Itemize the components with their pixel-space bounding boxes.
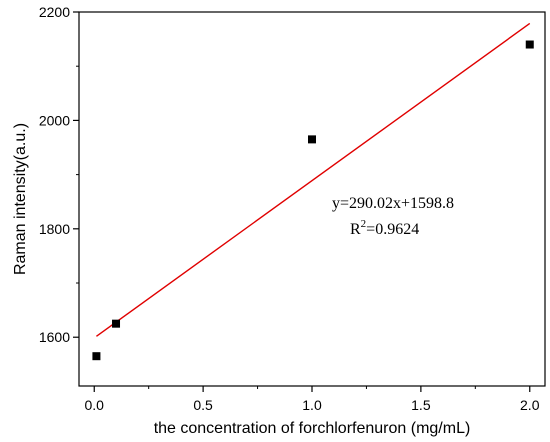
x-axis-title: the concentration of forchlorfenuron (mg… [154, 420, 471, 437]
x-axis-ticks: 0.0 0.5 1.0 1.5 2.0 [85, 386, 540, 413]
data-point [308, 135, 316, 144]
data-points [92, 40, 534, 361]
y-axis-title: Raman intensity(a.u.) [12, 123, 29, 275]
data-point [525, 40, 534, 49]
plot-frame [78, 11, 546, 387]
data-point [112, 319, 121, 328]
x-tick-label: 0.5 [193, 397, 213, 413]
fit-line-layer [96, 22, 531, 337]
x-tick-label: 2.0 [520, 397, 540, 413]
fit-equation: y=290.02x+1598.8 [332, 195, 454, 212]
r-squared-label: R2=0.9624 [350, 218, 419, 238]
x-tick-label: 1.5 [411, 397, 431, 413]
r2-prefix: R [350, 221, 361, 238]
y-axis-ticks: 1600 1800 2000 2200 [39, 4, 79, 345]
x-tick-label: 0.0 [85, 397, 105, 413]
y-tick-label: 2000 [39, 112, 70, 128]
fit-line [96, 22, 531, 337]
y-tick-label: 1800 [39, 221, 70, 237]
y-tick-label: 1600 [39, 329, 70, 345]
y-tick-label: 2200 [39, 4, 70, 20]
x-tick-label: 1.0 [302, 397, 322, 413]
r2-superscript: 2 [361, 218, 367, 230]
data-point [92, 352, 101, 361]
r2-value: =0.9624 [366, 221, 419, 238]
